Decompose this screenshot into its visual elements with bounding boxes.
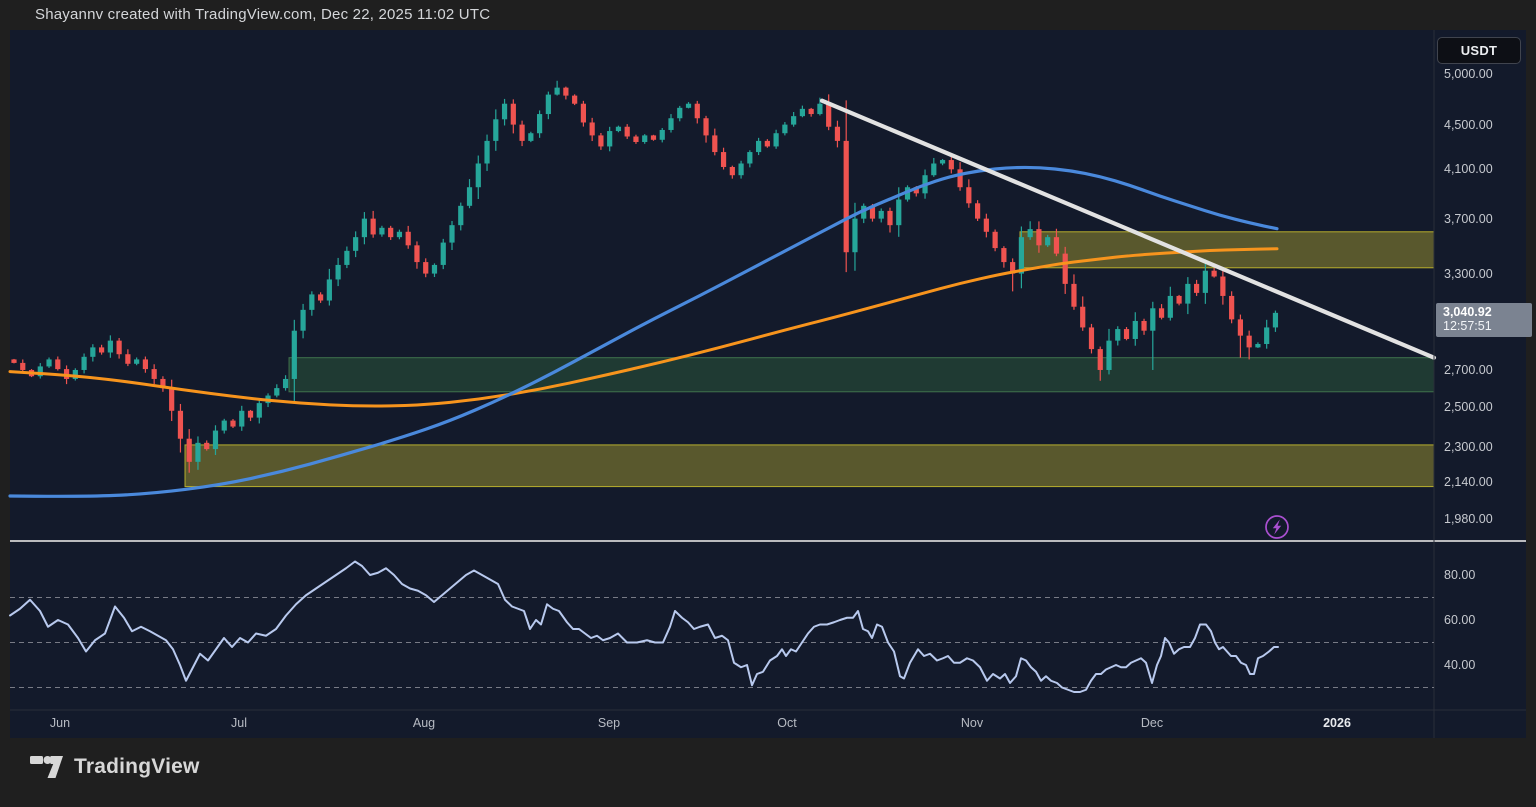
rsi-tick-40: 40.00 [1444, 658, 1476, 672]
descending-trendline[interactable] [819, 98, 1437, 360]
tradingview-brand-text[interactable]: TradingView [74, 755, 200, 778]
demand-zone-lower[interactable] [184, 444, 1435, 488]
price-tick-3300: 3,300.00 [1444, 266, 1493, 281]
rsi-tick-60: 60.00 [1444, 613, 1476, 627]
boost-lightning-icon[interactable] [1265, 515, 1289, 539]
time-label-Nov: Nov [960, 716, 984, 730]
last-price-value: 3,040.92 [1443, 304, 1492, 319]
time-label-2026: 2026 [1323, 716, 1351, 730]
bar-countdown: 12:57:51 [1443, 319, 1492, 334]
price-tick-4100: 4,100.00 [1444, 162, 1493, 177]
price-tick-2500: 2,500.00 [1444, 399, 1493, 414]
ma-orange-line[interactable] [8, 247, 1279, 408]
tradingview-logo-icon[interactable] [30, 755, 64, 779]
footer: TradingView [30, 755, 200, 779]
time-label-Jul: Jul [231, 716, 247, 730]
quote-currency-badge: USDT [1437, 37, 1521, 64]
price-tick-4500: 4,500.00 [1444, 117, 1493, 132]
time-label-Aug: Aug [412, 716, 436, 730]
chart-panel-background [10, 30, 1526, 738]
time-label-Dec: Dec [1140, 716, 1164, 730]
price-tick-2700: 2,700.00 [1444, 362, 1493, 377]
support-zone-mid[interactable] [288, 357, 1435, 393]
price-tick-1980: 1,980.00 [1444, 511, 1493, 526]
price-tick-3700: 3,700.00 [1444, 211, 1493, 226]
time-label-Oct: Oct [777, 716, 797, 730]
chart-attribution: Shayannv created with TradingView.com, D… [35, 6, 491, 23]
price-tick-2300: 2,300.00 [1444, 439, 1493, 454]
title-bar: Shayannv created with TradingView.com, D… [0, 0, 1536, 30]
price-tick-2140: 2,140.00 [1444, 474, 1493, 489]
time-label-Jun: Jun [49, 716, 71, 730]
rsi-line[interactable] [9, 560, 1279, 693]
rsi-tick-80: 80.00 [1444, 568, 1476, 582]
quote-currency-label: USDT [1460, 43, 1498, 58]
last-price-label: 3,040.92 12:57:51 [1436, 302, 1532, 337]
candlestick-series [11, 80, 1279, 473]
price-tick-5000: 5,000.00 [1444, 67, 1493, 81]
time-label-Sep: Sep [597, 716, 621, 730]
ma-blue-line[interactable] [8, 165, 1279, 498]
